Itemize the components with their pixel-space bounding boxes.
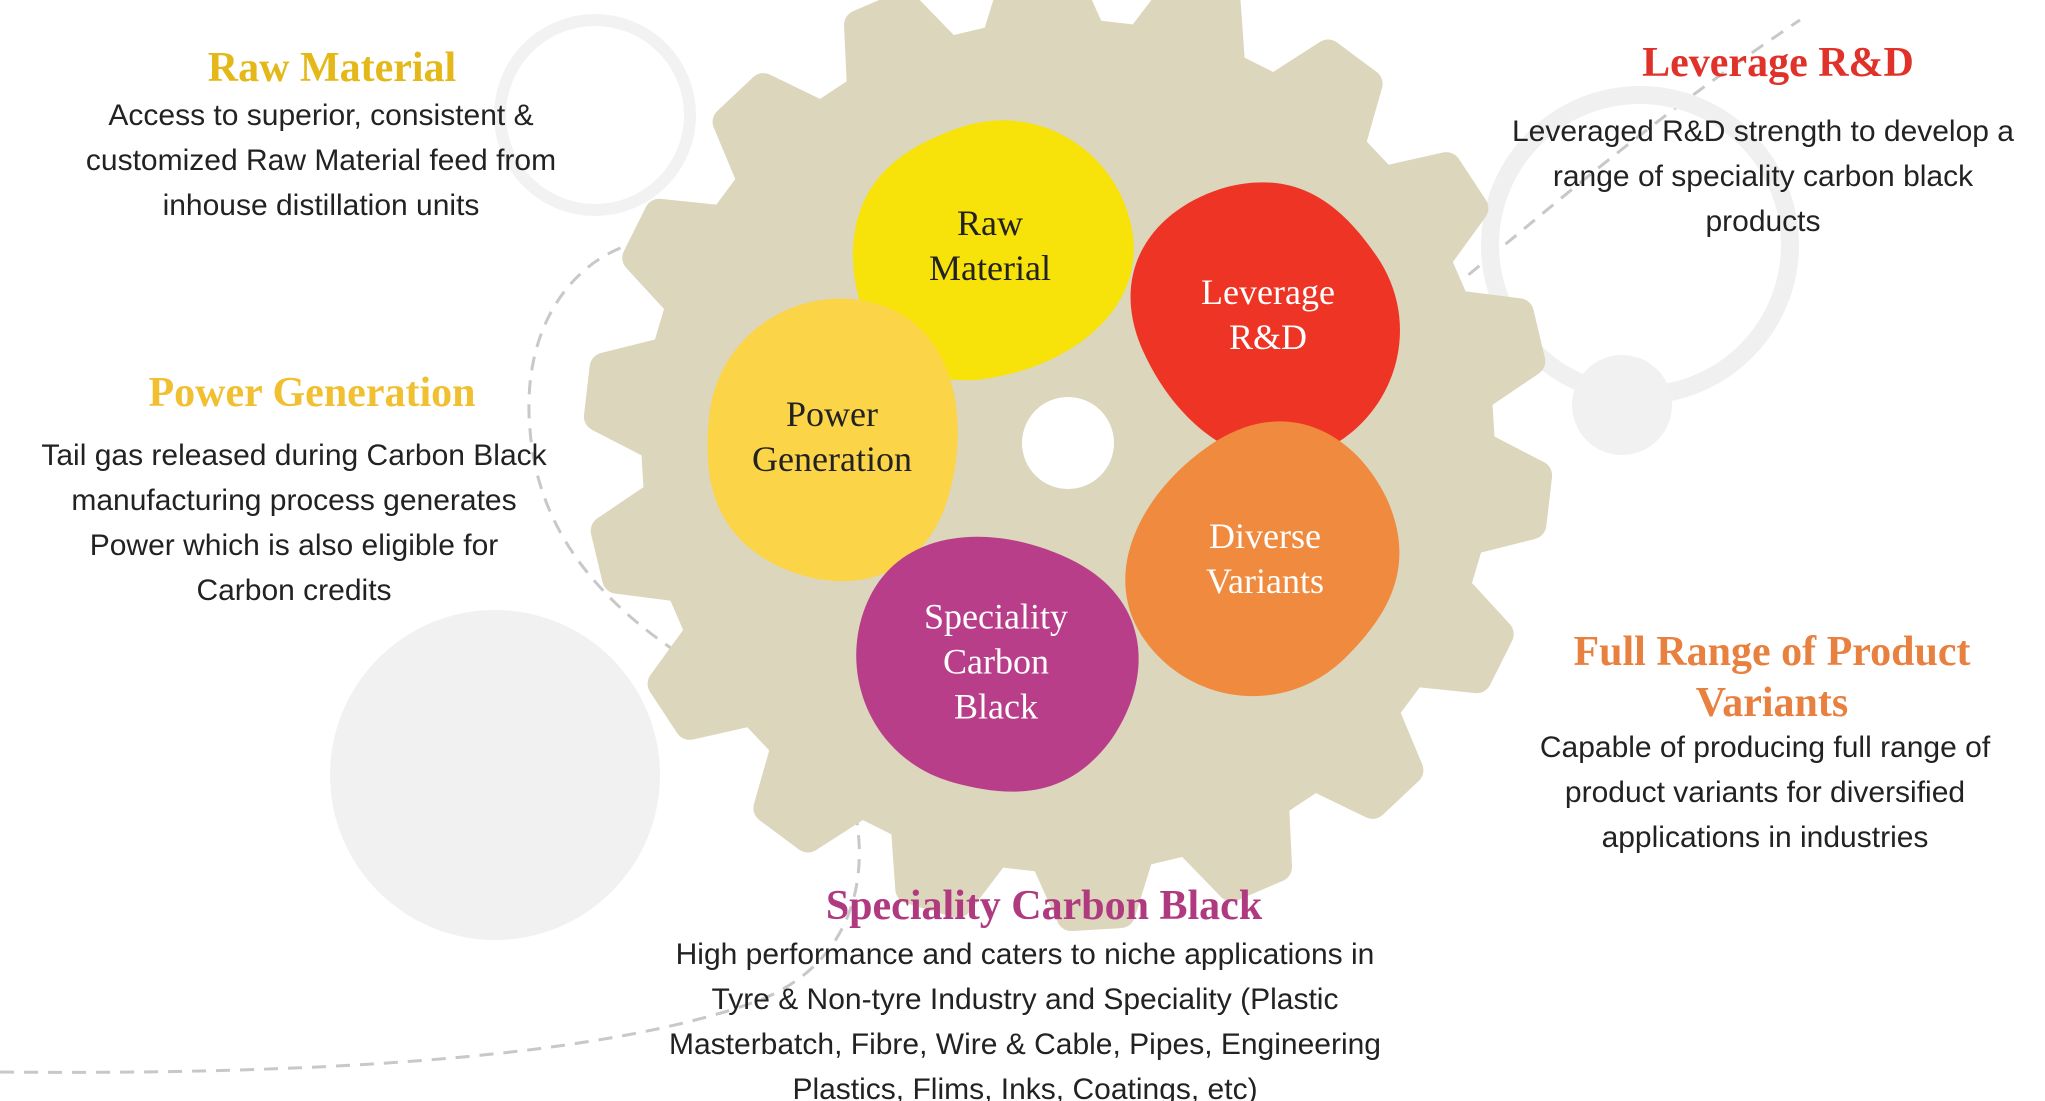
section-description: applications in industries <box>1602 821 1929 854</box>
section-title: Variants <box>1696 680 1848 726</box>
bg-gear <box>330 610 660 940</box>
section-description: inhouse distillation units <box>163 189 480 222</box>
petal-label: Power <box>786 394 878 434</box>
section-description: customized Raw Material feed from <box>86 144 556 177</box>
petals: Raw Material Leverage R&D Power Generation Div… <box>707 120 1400 792</box>
section-description: Tail gas released during Carbon Black <box>41 439 547 472</box>
gear-hole <box>1022 397 1114 489</box>
section-description: manufacturing process generates <box>71 484 516 517</box>
section-description: High performance and caters to niche app… <box>676 938 1375 971</box>
petal-label: Diverse <box>1209 516 1321 556</box>
petal <box>1130 182 1400 461</box>
petal <box>852 120 1134 381</box>
section-title: Raw Material <box>208 45 456 91</box>
section-title: Leverage R&D <box>1642 40 1914 86</box>
section-title: Speciality Carbon Black <box>826 883 1263 929</box>
section-description: Leveraged R&D strength to develop a <box>1512 115 2014 148</box>
decor-gears <box>330 14 1799 940</box>
petal-label: Raw <box>957 203 1023 243</box>
petal-label: Black <box>954 686 1038 726</box>
section-description: Carbon credits <box>196 574 391 607</box>
section-title: Power Generation <box>149 370 476 416</box>
section-description: range of speciality carbon black <box>1553 160 1974 193</box>
section-description: products <box>1705 205 1820 238</box>
bg-gear <box>494 14 696 216</box>
petal-label: Variants <box>1206 561 1324 601</box>
section-description: Power which is also eligible for <box>90 529 499 562</box>
section-description: product variants for diversified <box>1565 776 1965 809</box>
petal <box>856 536 1139 792</box>
sections: Raw Material Access to superior, consiste… <box>41 40 2014 1101</box>
section-description: Access to superior, consistent & <box>108 99 533 132</box>
section-description: Tyre & Non-tyre Industry and Speciality … <box>712 983 1339 1016</box>
petal-label: Material <box>929 248 1051 288</box>
dashed-path <box>527 238 761 702</box>
section-description: Masterbatch, Fibre, Wire & Cable, Pipes,… <box>669 1028 1381 1061</box>
section-description: Plastics, Flims, Inks, Coatings, etc) <box>792 1073 1257 1101</box>
petal-label: Speciality <box>924 596 1068 636</box>
petal <box>707 298 958 582</box>
section-description: Capable of producing full range of <box>1540 731 1991 764</box>
petal-label: R&D <box>1229 317 1307 357</box>
petal-label: Leverage <box>1201 272 1335 312</box>
petal-label: Carbon <box>943 641 1049 681</box>
section-title: Full Range of Product <box>1573 629 1970 675</box>
petal <box>1125 421 1400 696</box>
bg-gear <box>1572 355 1672 455</box>
petal-label: Generation <box>752 439 912 479</box>
